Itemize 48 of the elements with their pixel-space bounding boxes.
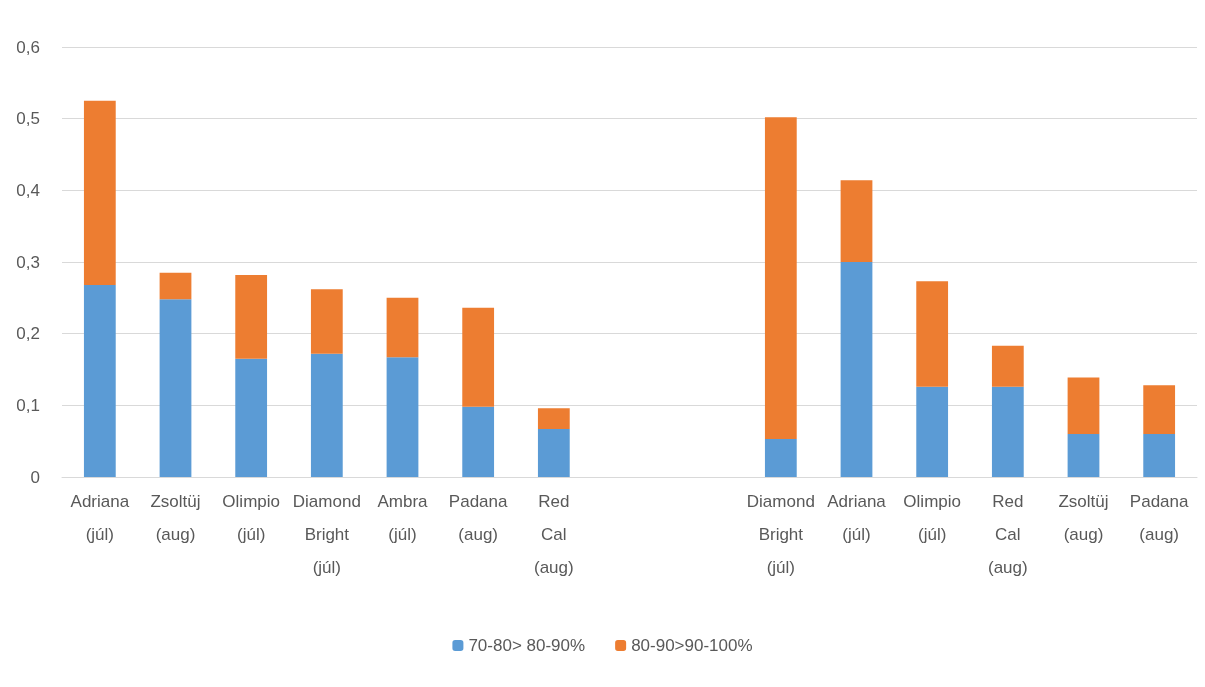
x-tick-label: Red Cal (aug) [533, 492, 574, 577]
bar [386, 357, 419, 477]
bar [991, 386, 1024, 477]
bar [764, 439, 797, 477]
bar [310, 289, 343, 354]
bar [840, 262, 873, 477]
x-tick-label: Zsoltüj (aug) [1058, 492, 1109, 544]
bar [991, 345, 1024, 387]
bar [1143, 385, 1176, 434]
bar [1067, 434, 1100, 477]
bar [537, 408, 570, 429]
x-tick-label: Diamond Bright (júl) [292, 492, 361, 577]
x-tick-label: Olimpio (júl) [222, 492, 280, 544]
y-tick-label: 0,1 [16, 395, 40, 415]
bar [83, 100, 116, 285]
bar [916, 281, 949, 387]
y-tick-label: 0,5 [16, 109, 40, 129]
legend-label: 70-80> 80-90% [468, 636, 586, 655]
bar [1143, 434, 1176, 477]
x-tick-label: Padana (aug) [448, 492, 509, 544]
bar [159, 272, 192, 300]
y-tick-label: 0,3 [16, 252, 40, 272]
x-tick-label: Olimpio (júl) [903, 492, 961, 544]
x-tick-label: Red Cal (aug) [987, 492, 1028, 577]
bar [83, 284, 116, 477]
legend-label: 80-90>90-100% [631, 636, 753, 655]
bar [462, 307, 495, 407]
bar [386, 297, 419, 358]
bar [235, 274, 268, 359]
bar [159, 299, 192, 477]
y-tick-label: 0 [30, 467, 40, 487]
x-tick-label: Diamond Bright (júl) [746, 492, 815, 577]
bar [235, 358, 268, 477]
x-tick-label: Adriana (júl) [70, 492, 130, 544]
x-tick-label: Padana (aug) [1129, 492, 1190, 544]
y-tick-label: 0,4 [16, 180, 40, 200]
y-tick-label: 0,2 [16, 324, 40, 344]
bar [462, 406, 495, 477]
bar [764, 117, 797, 440]
x-tick-label: Ambra (júl) [377, 492, 429, 544]
bar [310, 353, 343, 477]
bar [1067, 377, 1100, 434]
bar [916, 386, 949, 477]
bar [537, 428, 570, 477]
x-tick-label: Adriana (júl) [827, 492, 887, 544]
bar [840, 180, 873, 262]
x-tick-label: Zsoltüj (aug) [150, 492, 201, 544]
y-tick-label: 0,6 [16, 37, 40, 57]
